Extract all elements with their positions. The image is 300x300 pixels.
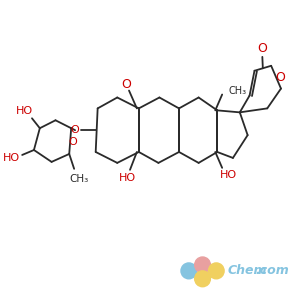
Text: CH₃: CH₃: [228, 85, 246, 96]
Text: HO: HO: [16, 106, 33, 116]
Circle shape: [181, 263, 197, 279]
Text: HO: HO: [3, 153, 20, 163]
Text: O: O: [69, 137, 77, 147]
Text: HO: HO: [220, 170, 237, 180]
Text: O: O: [121, 78, 131, 91]
Text: CH₃: CH₃: [69, 174, 89, 184]
Circle shape: [195, 257, 210, 273]
Text: O: O: [257, 42, 267, 56]
Text: Chem: Chem: [228, 264, 268, 278]
Text: .com: .com: [256, 264, 289, 278]
Circle shape: [195, 271, 210, 287]
Text: O: O: [71, 125, 80, 135]
Text: O: O: [275, 71, 285, 84]
Text: HO: HO: [118, 173, 136, 183]
Circle shape: [208, 263, 224, 279]
